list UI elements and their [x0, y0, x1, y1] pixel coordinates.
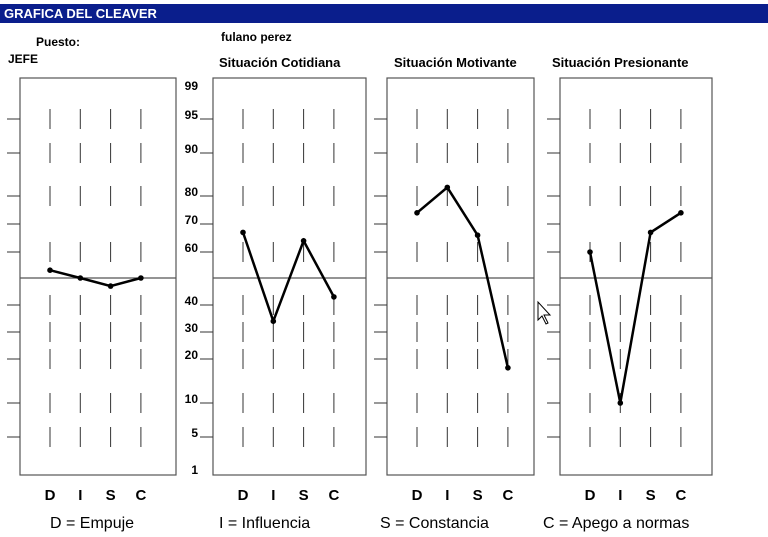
category-label: I: [618, 487, 622, 504]
category-label: C: [135, 487, 146, 504]
series-line: [241, 231, 335, 325]
person-name: fulano perez: [221, 30, 292, 44]
series-line: [416, 185, 510, 369]
mouse-cursor-icon: [537, 300, 552, 325]
y-tick-label: 70: [185, 213, 199, 227]
chart-title-motivante: Situación Motivante: [394, 55, 517, 70]
y-tick-label: 90: [185, 142, 199, 156]
category-label: S: [646, 487, 656, 504]
window-titlebar: GRAFICA DEL CLEAVER: [0, 4, 768, 23]
data-point-c: [138, 275, 144, 281]
y-tick-label: 60: [185, 241, 199, 255]
chart-title-presionante: Situación Presionante: [552, 55, 689, 70]
category-label: D: [45, 487, 56, 504]
category-label: S: [473, 487, 483, 504]
category-label: D: [585, 487, 596, 504]
category-label: C: [328, 487, 339, 504]
category-label: D: [412, 487, 423, 504]
series-line: [49, 268, 142, 288]
y-tick-label: 1: [191, 463, 198, 477]
category-label: S: [106, 487, 116, 504]
category-label: I: [445, 487, 449, 504]
chart-frame: [212, 77, 367, 476]
chart-frame: [386, 77, 535, 476]
data-point-i: [444, 184, 451, 191]
category-label: I: [271, 487, 275, 504]
data-point-c: [505, 365, 511, 371]
data-point-s: [300, 238, 307, 244]
puesto-value: JEFE: [8, 52, 39, 66]
data-point-d: [414, 210, 420, 216]
chart-frame: [559, 77, 713, 476]
category-label: C: [675, 487, 686, 504]
y-tick-label: 20: [185, 348, 199, 362]
y-tick-label: 10: [185, 392, 199, 406]
data-point-s: [647, 229, 654, 236]
puesto-label: Puesto:: [36, 35, 81, 49]
y-tick-label: 30: [185, 321, 199, 335]
legend-c: C = Apego a normas: [543, 515, 690, 532]
category-label: I: [78, 487, 82, 504]
chart-title-cotidiana: Situación Cotidiana: [219, 55, 341, 70]
data-point-i: [270, 318, 277, 325]
y-tick-label: 99: [185, 79, 199, 93]
category-label: S: [299, 487, 309, 504]
category-label: C: [502, 487, 513, 504]
y-tick-label: 80: [185, 185, 199, 199]
data-point-d: [240, 229, 246, 236]
data-point-c: [678, 210, 684, 216]
data-point-s: [474, 232, 481, 238]
legend-s: S = Constancia: [380, 515, 489, 532]
data-point-d: [47, 267, 53, 274]
data-point-i: [77, 275, 84, 281]
data-point-d: [587, 249, 593, 255]
data-point-c: [331, 294, 337, 300]
chart-frame: [19, 77, 177, 476]
series-line: [588, 211, 682, 404]
data-point-s: [107, 283, 114, 289]
legend-i: I = Influencia: [219, 515, 311, 532]
y-tick-label: 40: [185, 294, 199, 308]
data-point-i: [617, 400, 624, 406]
legend-d: D = Empuje: [50, 515, 135, 532]
y-tick-label: 5: [191, 426, 198, 440]
category-label: D: [238, 487, 249, 504]
y-tick-label: 95: [185, 108, 199, 122]
